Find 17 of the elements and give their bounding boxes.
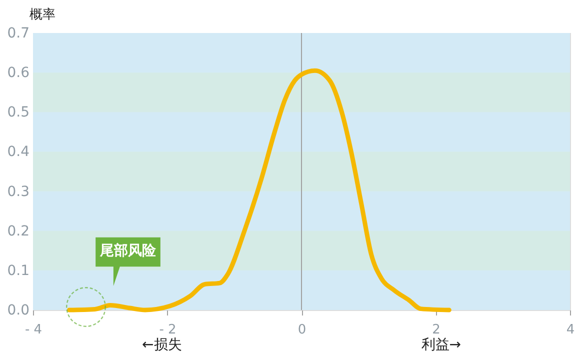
- y-tick-label: 0.5: [7, 104, 30, 121]
- x-tick-label: 4: [566, 322, 575, 338]
- text: ←损失: [142, 337, 182, 353]
- y-tick-label: 0.6: [7, 65, 30, 82]
- y-tick-label: 0.3: [7, 184, 30, 200]
- y-axis-title: 概率: [30, 6, 56, 22]
- annotation: 尾部风险: [99, 242, 157, 259]
- x-tick-label: - 2: [159, 322, 176, 338]
- y-tick-label: 0.1: [7, 262, 30, 279]
- text: 利益→: [421, 337, 462, 353]
- x-tick-label: 0: [298, 322, 306, 338]
- y-tick-label: 0.2: [7, 223, 30, 240]
- x-tick-label: 2: [432, 322, 440, 338]
- y-tick-label: 0.0: [7, 302, 30, 318]
- x-tick-label: - 4: [24, 322, 42, 338]
- y-tick-label: 0.7: [7, 26, 30, 42]
- y-tick-label: 0.4: [7, 144, 30, 160]
